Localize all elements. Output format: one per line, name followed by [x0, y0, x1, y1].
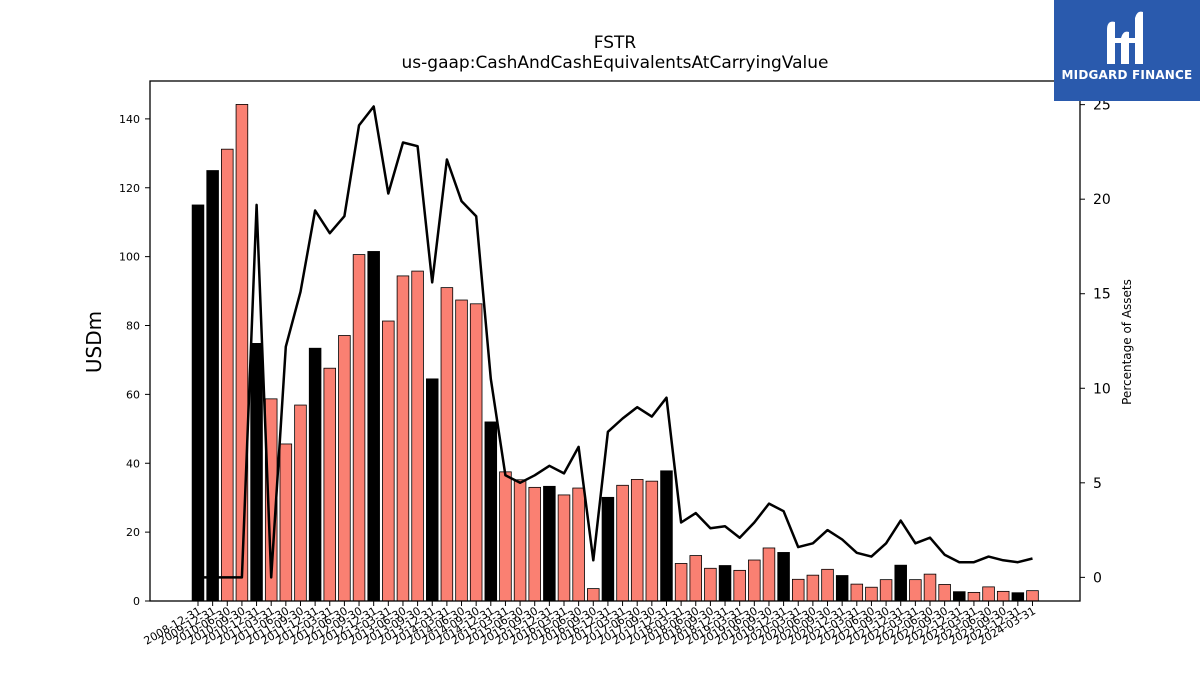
bar [645, 480, 659, 602]
bar [484, 421, 498, 602]
bar [865, 586, 878, 602]
bar [352, 254, 366, 602]
y-tick-label: 60 [126, 388, 140, 401]
bar [630, 479, 644, 602]
bar [835, 575, 849, 602]
y2-tick-label: 5 [1093, 476, 1102, 492]
bar [499, 471, 512, 602]
bar [543, 485, 556, 602]
bar [762, 547, 776, 602]
plot-frame [149, 80, 1081, 602]
plot-area: 02040608010012014005101520252008-12-3120… [119, 80, 1111, 648]
bar [235, 104, 249, 602]
bar [748, 559, 761, 602]
bar [587, 588, 600, 602]
y-tick-label: 0 [133, 595, 140, 608]
bar [294, 404, 307, 602]
bar [821, 568, 834, 602]
bar [938, 584, 951, 602]
bar [250, 343, 263, 602]
y2-axis-label: Percentage of Assets [1120, 279, 1134, 405]
bar [718, 565, 732, 602]
bar [674, 563, 688, 602]
percentage-line [198, 105, 1033, 579]
bar [953, 591, 966, 602]
bar [923, 573, 937, 602]
bar [806, 574, 820, 602]
y-tick-label: 20 [126, 526, 140, 539]
bar [1026, 590, 1039, 602]
bar [557, 494, 571, 602]
bar [777, 552, 790, 602]
bar [909, 579, 922, 602]
y-tick-label: 100 [119, 251, 140, 264]
bar [982, 586, 995, 602]
logo-mark-icon [1107, 11, 1143, 65]
bar [396, 275, 410, 602]
bar [996, 590, 1010, 602]
bar [411, 270, 424, 602]
bar [879, 579, 893, 602]
y2-tick-label: 15 [1093, 287, 1111, 303]
y-tick-label: 120 [119, 182, 140, 195]
chart-subtitle: us-gaap:CashAndCashEquivalentsAtCarrying… [402, 53, 829, 73]
y2-tick-label: 0 [1093, 570, 1102, 586]
bar [704, 567, 717, 602]
bar [279, 443, 293, 602]
bar [469, 303, 483, 602]
bar [689, 555, 703, 602]
bar [850, 583, 864, 602]
bar [572, 487, 585, 602]
bar [733, 569, 746, 602]
bar [440, 287, 454, 602]
bar [367, 251, 380, 602]
bar [1011, 592, 1025, 602]
bar [338, 335, 351, 602]
y2-tick-label: 20 [1093, 192, 1111, 208]
y-tick-label: 80 [126, 320, 140, 333]
bar [616, 484, 629, 602]
bar [425, 378, 439, 602]
bar [660, 470, 673, 602]
brand-logo: MIDGARD FINANCE [1054, 0, 1200, 101]
y2-tick-label: 25 [1093, 98, 1111, 114]
bar [601, 496, 615, 602]
chart-title: FSTR [594, 33, 637, 53]
bar [894, 564, 907, 602]
y-tick-label: 40 [126, 457, 140, 470]
bar [323, 367, 337, 602]
bar [308, 347, 322, 602]
logo-text: MIDGARD FINANCE [1061, 68, 1193, 82]
bar [528, 486, 541, 602]
bar [455, 299, 468, 602]
y-axis-label: USDm [82, 311, 106, 373]
bar [382, 320, 395, 602]
y-tick-label: 140 [119, 113, 140, 126]
bar [967, 591, 981, 602]
bar [221, 148, 234, 602]
bar [191, 204, 205, 602]
bar [206, 170, 219, 602]
y2-tick-label: 10 [1093, 381, 1111, 397]
bar [513, 479, 527, 602]
bar [791, 578, 805, 602]
